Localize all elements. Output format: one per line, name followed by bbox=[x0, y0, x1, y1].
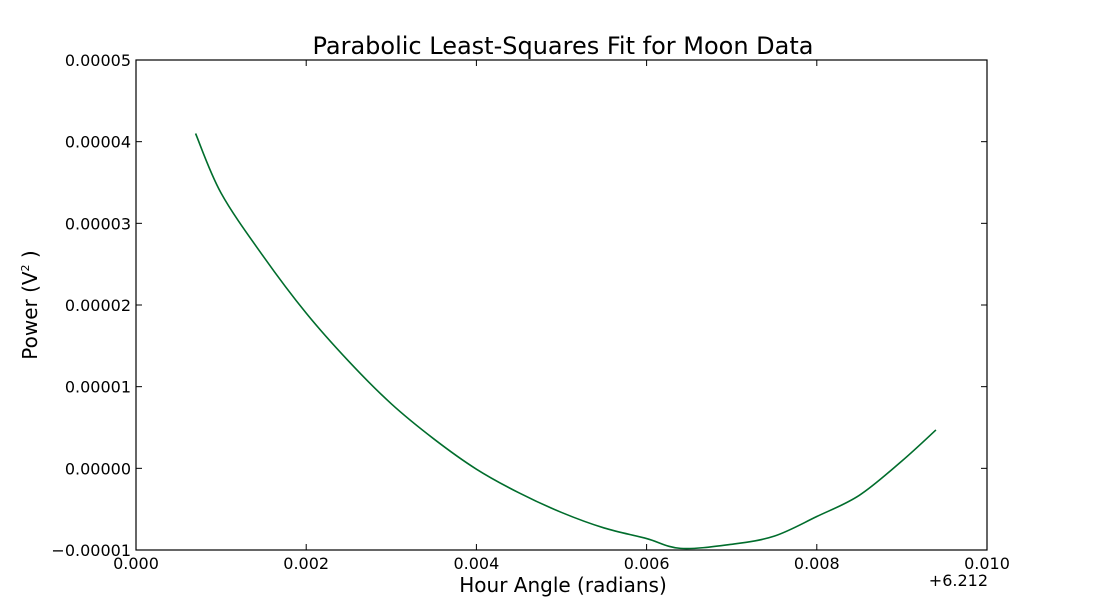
x-axis-label: Hour Angle (radians) bbox=[459, 573, 667, 597]
y-tick-label: 0.00001 bbox=[65, 378, 131, 397]
x-tick-label: 0.008 bbox=[794, 554, 840, 573]
chart-title: Parabolic Least-Squares Fit for Moon Dat… bbox=[313, 32, 814, 60]
y-tick-label: 0.00003 bbox=[65, 214, 131, 233]
x-tick-label: 0.004 bbox=[453, 554, 499, 573]
x-tick-label: 0.000 bbox=[113, 554, 159, 573]
y-tick-label: 0.00002 bbox=[65, 296, 131, 315]
y-tick-label: 0.00000 bbox=[65, 459, 131, 478]
plot-frame bbox=[135, 59, 988, 551]
y-axis: −0.00001 0.00000 0.00001 0.00002 0.00003 0.00… bbox=[51, 51, 987, 560]
x-offset-label: +6.212 bbox=[929, 571, 988, 590]
x-tick-label: 0.010 bbox=[964, 554, 1010, 573]
x-tick-label: 0.006 bbox=[624, 554, 670, 573]
y-tick-label: 0.00004 bbox=[65, 133, 131, 152]
y-axis-label: Power (V2 ) bbox=[18, 250, 42, 359]
y-tick-label: −0.00001 bbox=[51, 541, 131, 560]
series-line-fit bbox=[194, 133, 937, 550]
x-tick-label: 0.002 bbox=[283, 554, 329, 573]
y-tick-label: 0.00005 bbox=[65, 51, 131, 70]
x-axis: 0.000 0.002 0.004 0.006 0.008 0.010 bbox=[113, 60, 1010, 573]
